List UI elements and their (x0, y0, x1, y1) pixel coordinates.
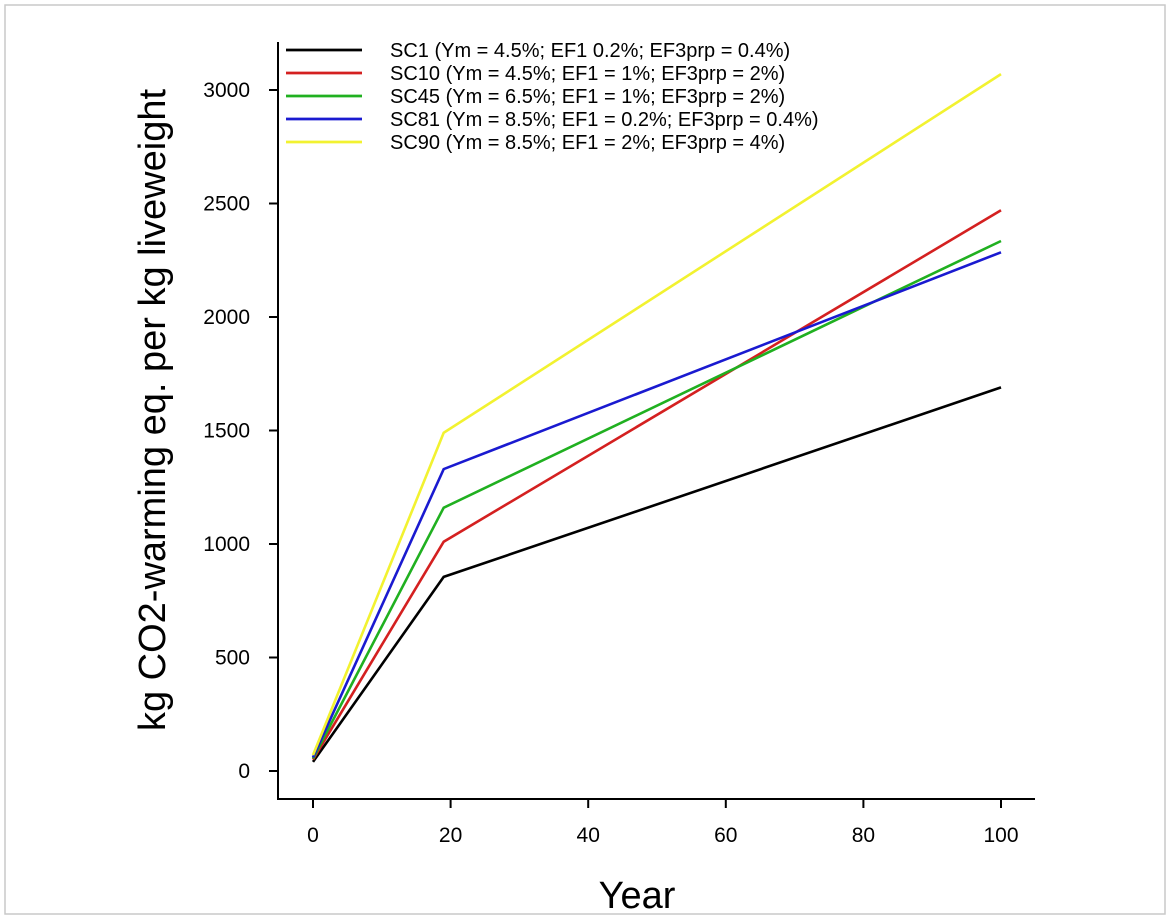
y-tick-label: 500 (215, 647, 250, 670)
legend: SC1 (Ym = 4.5%; EF1 0.2%; EF3prp = 0.4%)… (286, 40, 819, 154)
y-tick-label: 3000 (203, 79, 250, 102)
y-tick-label: 2500 (203, 193, 250, 216)
axes (277, 42, 1035, 800)
axis-lines (277, 42, 1035, 800)
series-line-2 (311, 209, 1002, 761)
legend-label-4: SC81 (Ym = 8.5%; EF1 = 0.2%; EF3prp = 0.… (390, 109, 819, 131)
series-line-1 (311, 386, 1002, 763)
legend-label-1: SC1 (Ym = 4.5%; EF1 0.2%; EF3prp = 0.4%) (390, 40, 790, 62)
x-tick-label: 60 (714, 824, 737, 847)
y-axis-label: kg CO2-warming eq. per kg liveweight (132, 89, 174, 731)
y-axis-ticks: 0 500 1000 1500 2000 2500 3000 (203, 79, 278, 783)
x-tick-label: 0 (307, 824, 319, 847)
legend-label-5: SC90 (Ym = 8.5%; EF1 = 2%; EF3prp = 4%) (390, 132, 785, 154)
x-tick-label: 100 (983, 824, 1018, 847)
series-line-5 (311, 73, 1002, 756)
y-tick-label: 1500 (203, 420, 250, 443)
series-line-4 (311, 251, 1002, 758)
x-tick-label: 80 (852, 824, 875, 847)
x-axis-ticks: 0 20 40 60 80 100 (307, 799, 1019, 847)
x-tick-label: 40 (577, 824, 600, 847)
x-axis-label: Year (599, 875, 676, 917)
legend-label-2: SC10 (Ym = 4.5%; EF1 = 1%; EF3prp = 2%) (390, 63, 785, 85)
legend-label-3: SC45 (Ym = 6.5%; EF1 = 1%; EF3prp = 2%) (390, 86, 785, 108)
series-lines (311, 73, 1002, 763)
y-tick-label: 2000 (203, 306, 250, 329)
chart-frame (4, 4, 1166, 915)
y-tick-label: 1000 (203, 533, 250, 556)
x-tick-label: 20 (439, 824, 462, 847)
series-line-3 (311, 239, 1002, 760)
y-tick-label: 0 (238, 760, 250, 783)
